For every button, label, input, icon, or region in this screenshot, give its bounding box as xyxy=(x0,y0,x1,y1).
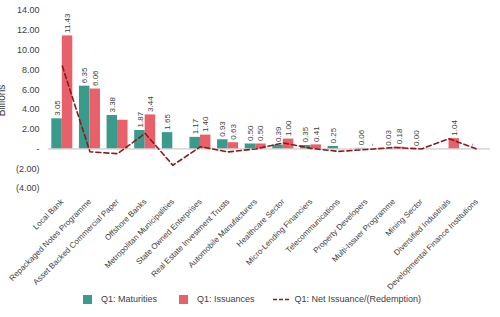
svg-text:3.05: 3.05 xyxy=(53,100,62,116)
svg-text:Local Bank: Local Bank xyxy=(31,197,66,232)
svg-text:-: - xyxy=(367,143,376,146)
svg-text:6.35: 6.35 xyxy=(80,67,89,83)
svg-text:(4.00): (4.00) xyxy=(16,183,40,193)
svg-text:Automobile Manufacturers: Automobile Manufacturers xyxy=(186,197,259,270)
svg-text:Property Developers: Property Developers xyxy=(311,197,370,256)
svg-text:Developmental Finance Institut: Developmental Finance Institutions xyxy=(386,197,480,291)
svg-text:(2.00): (2.00) xyxy=(16,164,40,174)
svg-text:11.43: 11.43 xyxy=(63,13,72,33)
svg-text:Diversified Industrials: Diversified Industrials xyxy=(392,197,453,258)
svg-text:1.00: 1.00 xyxy=(284,120,293,136)
svg-text:Real Estate Investment Trusts: Real Estate Investment Trusts xyxy=(149,197,232,279)
svg-text:State Owned Enterprises: State Owned Enterprises xyxy=(134,197,204,267)
svg-text:0.25: 0.25 xyxy=(329,127,338,143)
svg-text:0.50: 0.50 xyxy=(246,125,255,141)
svg-text:0.63: 0.63 xyxy=(229,124,238,140)
svg-text:Micro-Lending Financiers: Micro-Lending Financiers xyxy=(244,197,315,268)
svg-text:0.39: 0.39 xyxy=(274,126,283,142)
svg-text:8.00: 8.00 xyxy=(22,65,40,75)
svg-text:3.38: 3.38 xyxy=(108,96,117,112)
svg-text:0.93: 0.93 xyxy=(218,121,227,137)
svg-text:0.50: 0.50 xyxy=(256,125,265,141)
svg-text:0.03: 0.03 xyxy=(384,130,393,146)
svg-text:2.00: 2.00 xyxy=(22,124,40,134)
svg-text:4.00: 4.00 xyxy=(22,104,40,114)
svg-text:Mining Sector: Mining Sector xyxy=(383,197,425,239)
svg-text:14.00: 14.00 xyxy=(17,5,40,15)
svg-text:Offshore Banks: Offshore Banks xyxy=(103,197,149,243)
svg-text:6.06: 6.06 xyxy=(91,70,100,86)
svg-text:Multi-Issuer Programme: Multi-Issuer Programme xyxy=(330,197,397,264)
svg-text:0.06: 0.06 xyxy=(356,129,365,145)
svg-text:-: - xyxy=(37,144,40,154)
svg-text:1.04: 1.04 xyxy=(450,120,459,136)
html-text:Q1: Issuances: Q1: Issuances xyxy=(197,294,255,304)
svg-text:1.40: 1.40 xyxy=(201,116,210,132)
html-text:Q1: Net Issuance/(Redemption): Q1: Net Issuance/(Redemption) xyxy=(294,294,422,304)
svg-text:1.65: 1.65 xyxy=(163,114,172,130)
svg-text:3.44: 3.44 xyxy=(146,96,155,112)
svg-text:0.35: 0.35 xyxy=(301,126,310,142)
svg-text:Telecommunications: Telecommunications xyxy=(284,197,342,255)
svg-text:6.00: 6.00 xyxy=(22,84,40,94)
svg-text:12.00: 12.00 xyxy=(17,25,40,35)
svg-text:Healthcare Sector: Healthcare Sector xyxy=(235,197,287,249)
svg-text:0.00: 0.00 xyxy=(412,130,421,146)
svg-text:Asset Backed Commercial Paper: Asset Backed Commercial Paper xyxy=(31,197,121,287)
svg-text:1.17: 1.17 xyxy=(191,118,200,134)
svg-text:Metropolitan Municipalities: Metropolitan Municipalities xyxy=(103,197,176,271)
svg-text:0.41: 0.41 xyxy=(312,126,321,142)
svg-text:Repackaged Notes Programme: Repackaged Notes Programme xyxy=(7,197,94,283)
svg-text:0.18: 0.18 xyxy=(395,128,404,144)
svg-text:10.00: 10.00 xyxy=(17,45,40,55)
html-text:Q1: Maturities: Q1: Maturities xyxy=(100,294,157,304)
svg-text:1.87: 1.87 xyxy=(135,111,144,127)
